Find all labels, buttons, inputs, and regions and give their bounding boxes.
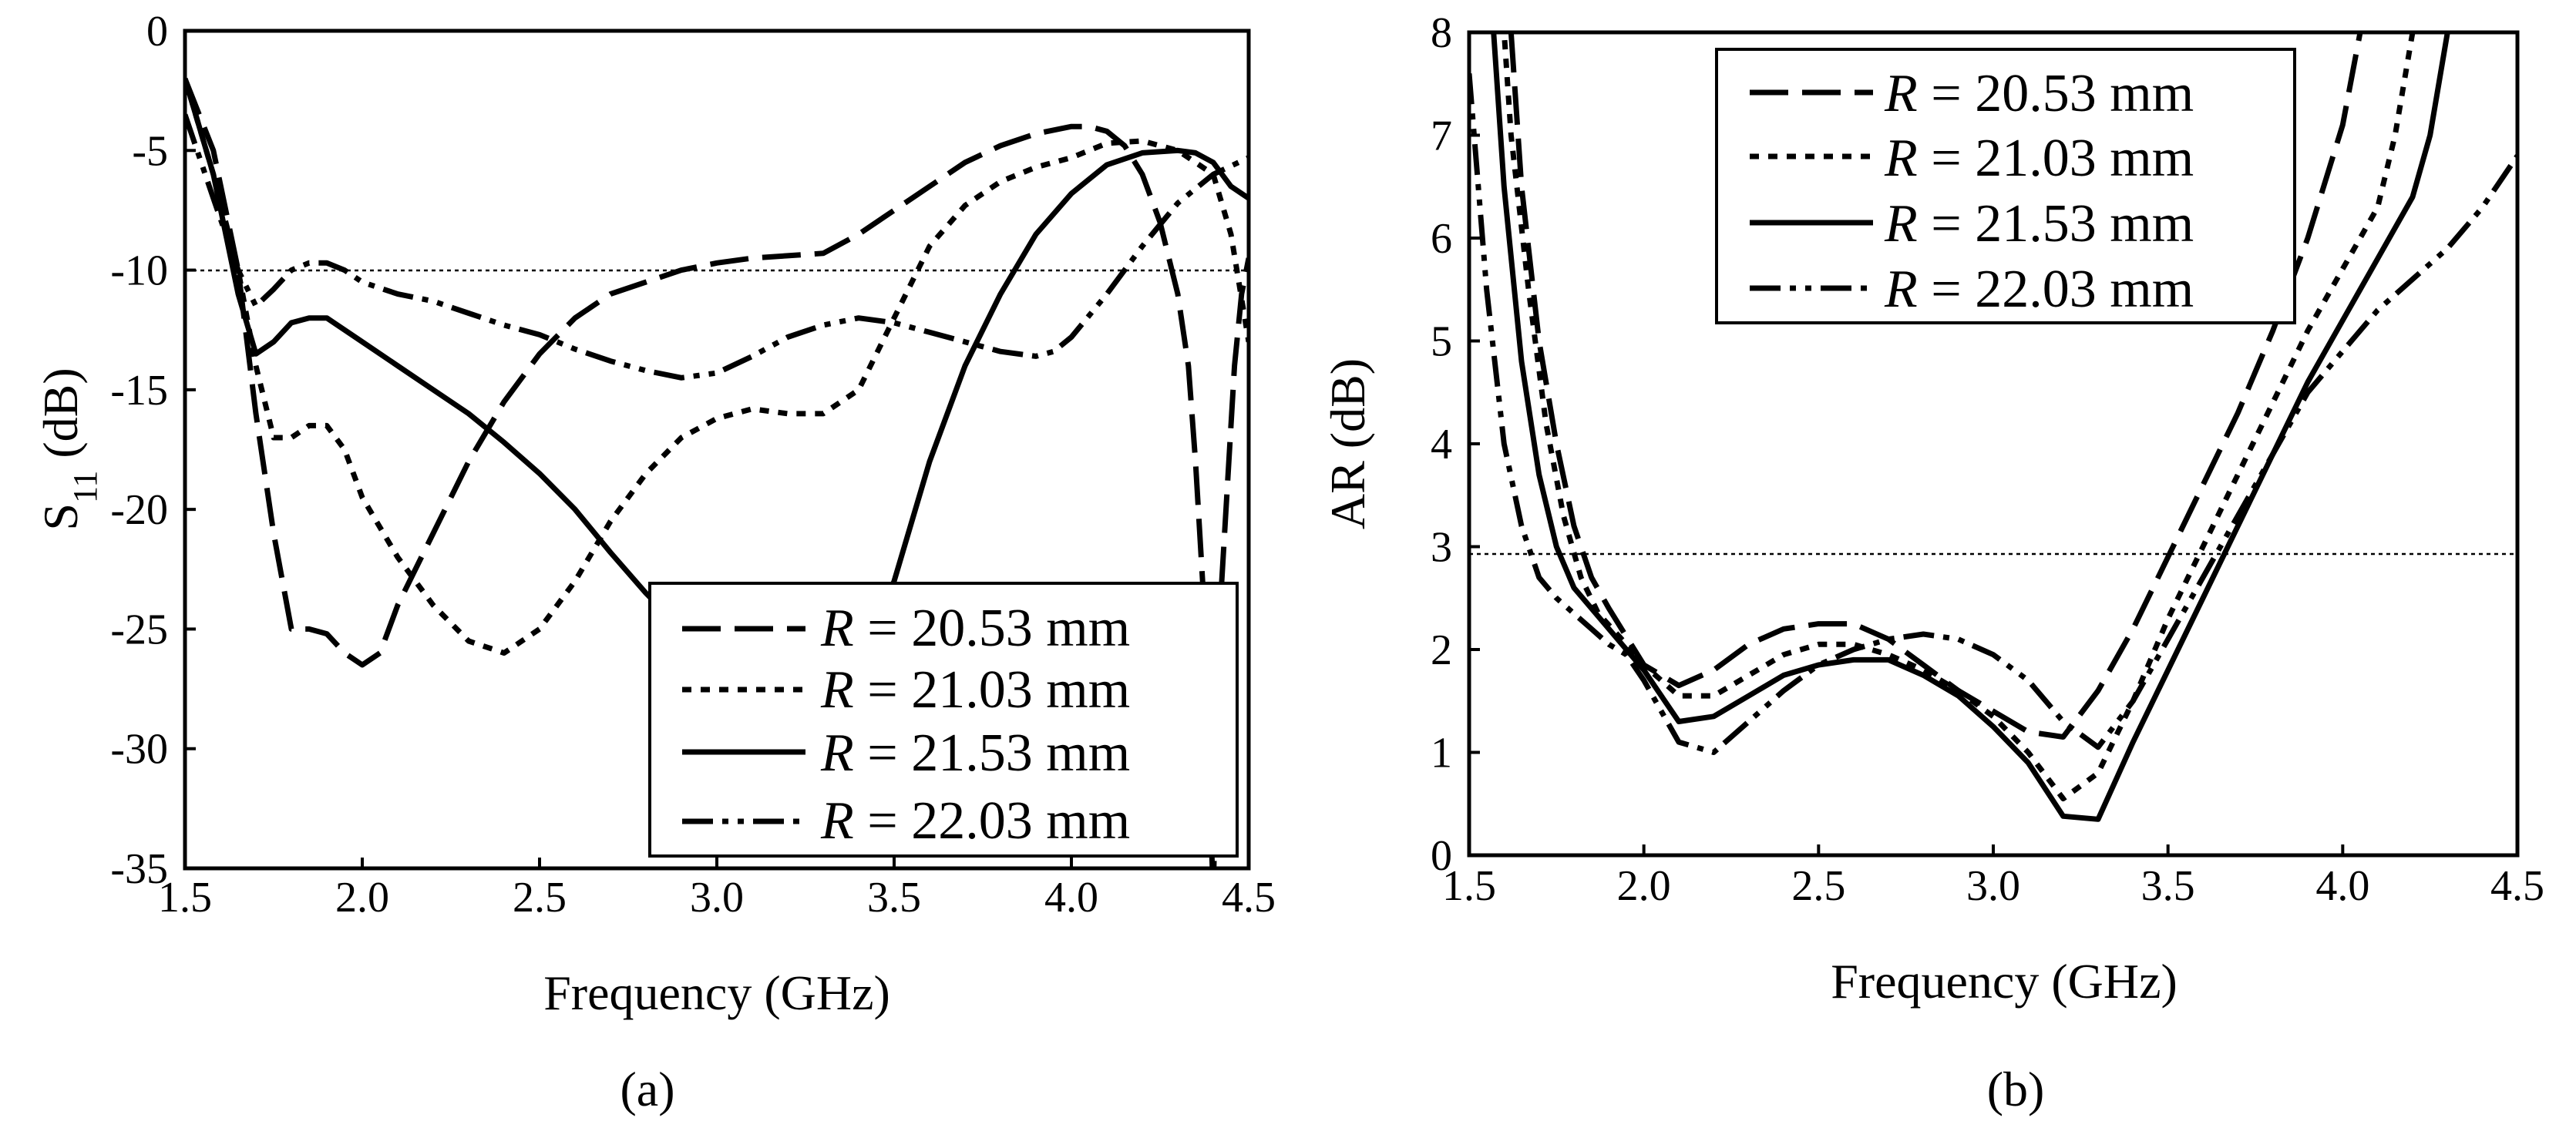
chart-a-y-tick-label: -35	[110, 845, 168, 893]
chart-b: 0 1 2 3 4 5 6 7 8 1.5 2.0 2.5 3.0 3.5 4.0 4.5 Frequenc…	[1320, 9, 2544, 1116]
chart-b-legend: R = 20.53 mm R = 21.03 mm R = 21.53 mm R…	[1715, 48, 2296, 324]
chart-a-y-axis-label: S11 (dB)	[33, 368, 104, 530]
chart-a-x-axis-label: Frequency (GHz)	[543, 965, 890, 1020]
chart-a-y-tick-label: -5	[132, 127, 168, 175]
chart-a-series-2-line	[185, 78, 1249, 656]
chart-b-series-2-line	[1501, 32, 2416, 802]
chart-b-x-tick-label: 3.0	[1966, 862, 2020, 910]
chart-b-y-tick-label: 6	[1431, 215, 1452, 263]
chart-a-x-tick-label: 1.5	[158, 874, 212, 922]
chart-b-series-group	[1469, 32, 2517, 822]
chart-b-y-tick-label: 8	[1431, 9, 1452, 57]
chart-b-legend-label-3: R = 21.53 mm	[1884, 194, 2194, 253]
chart-a-x-tick-label: 3.0	[690, 874, 744, 922]
chart-b-x-tick-label: 4.5	[2490, 862, 2544, 910]
chart-b-x-tick-label: 4.0	[2315, 862, 2369, 910]
chart-b-y-tick-label: 2	[1431, 626, 1452, 674]
chart-a-legend-label-2: R = 21.03 mm	[820, 660, 1130, 720]
chart-a-panel-label: (a)	[620, 1062, 674, 1116]
chart-a-y-tick-label: 0	[146, 8, 168, 55]
chart-b-panel-label: (b)	[1987, 1062, 2045, 1116]
chart-a-y-tick-label: -25	[110, 606, 168, 653]
chart-b-x-tick-label: 2.5	[1791, 862, 1845, 910]
chart-b-x-axis-label: Frequency (GHz)	[1831, 954, 2177, 1009]
chart-b-series-1-line	[1508, 32, 2363, 740]
chart-b-y-tick-label: 0	[1431, 832, 1452, 880]
chart-a-y-tick-label: -30	[110, 726, 168, 774]
chart-a-x-tick-label: 3.5	[867, 874, 921, 922]
chart-a-legend-label-1: R = 20.53 mm	[820, 599, 1130, 658]
chart-b-y-tick-label: 4	[1431, 421, 1452, 468]
chart-b-y-tick-label: 1	[1431, 730, 1452, 777]
chart-a-x-tick-label: 4.5	[1222, 874, 1276, 922]
chart-b-x-tick-label: 1.5	[1442, 862, 1496, 910]
chart-a-series-1-line	[185, 77, 1249, 868]
chart-b-y-tick-label: 3	[1431, 524, 1452, 572]
chart-b-series-3-line	[1491, 32, 2450, 822]
chart-a-legend: R = 20.53 mm R = 21.03 mm R = 21.53 mm R…	[648, 582, 1239, 858]
chart-a-y-tick-label: -15	[110, 367, 168, 415]
chart-a-x-tick-label: 4.0	[1044, 874, 1098, 922]
chart-a-legend-label-4: R = 22.03 mm	[820, 791, 1130, 851]
chart-b-legend-label-2: R = 21.03 mm	[1884, 129, 2194, 188]
chart-b-series-4-line	[1469, 73, 2517, 755]
chart-b-legend-label-4: R = 22.03 mm	[1884, 260, 2194, 319]
chart-a: 0 -5 -10 -15 -20 -25 -30 -35 1.5 2.0 2.5 3.0 3.5 4.0…	[33, 8, 1276, 1116]
chart-b-legend-label-1: R = 20.53 mm	[1884, 64, 2194, 123]
chart-a-legend-label-3: R = 21.53 mm	[820, 723, 1130, 783]
chart-a-x-tick-label: 2.0	[335, 874, 389, 922]
chart-b-y-tick-label: 5	[1431, 318, 1452, 366]
chart-a-series-4-line	[185, 113, 1249, 381]
chart-b-y-axis-label: AR (dB)	[1320, 358, 1375, 529]
chart-a-y-tick-label: -10	[110, 247, 168, 295]
chart-a-y-tick-label: -20	[110, 486, 168, 534]
chart-b-x-tick-label: 2.0	[1617, 862, 1671, 910]
chart-b-x-tick-label: 3.5	[2141, 862, 2195, 910]
chart-b-y-tick-label: 7	[1431, 112, 1452, 160]
chart-a-x-tick-label: 2.5	[513, 874, 567, 922]
